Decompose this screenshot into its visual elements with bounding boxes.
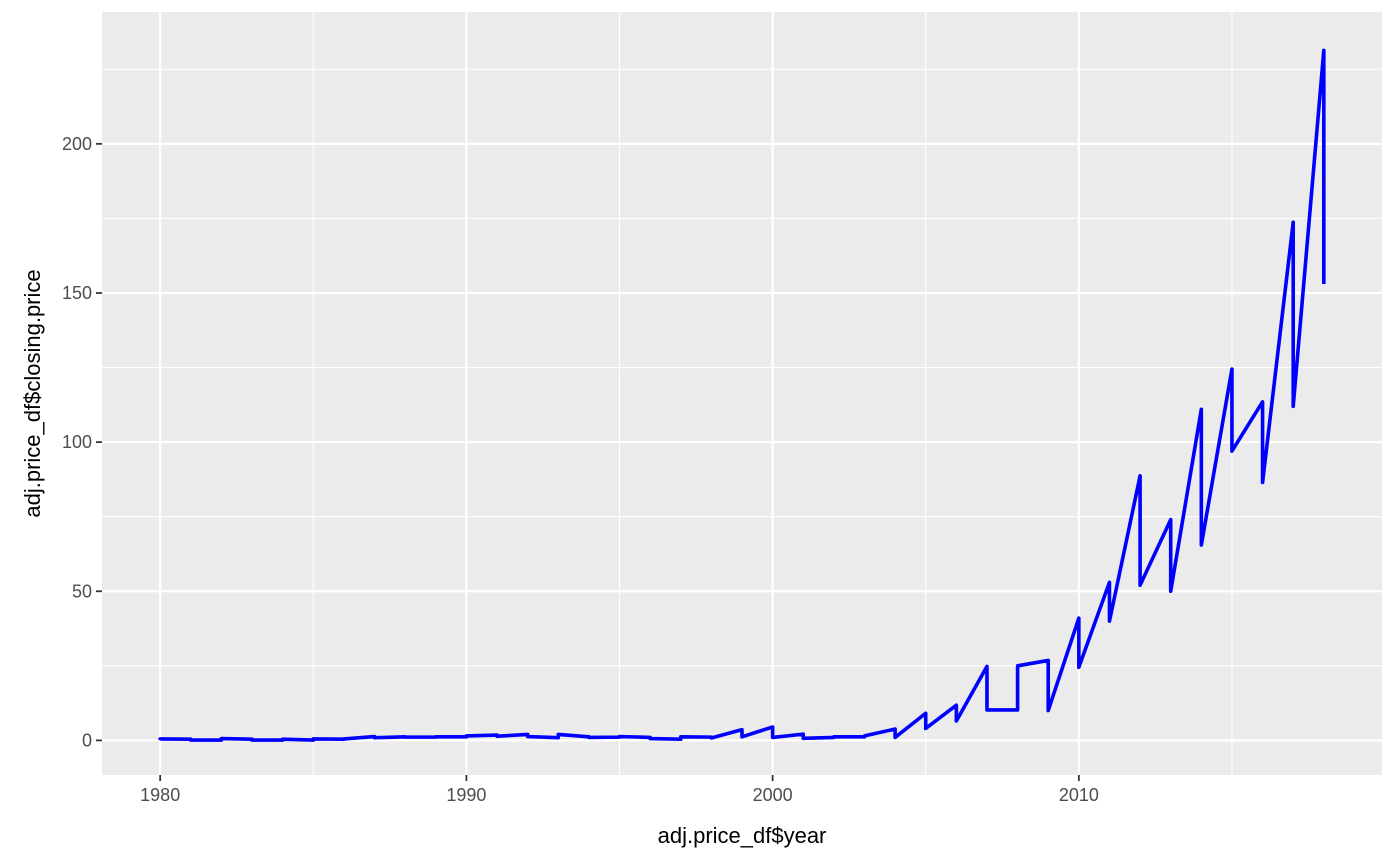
plot-panel [102,12,1382,775]
x-tick-label: 2000 [753,785,793,805]
x-tick-label: 2010 [1059,785,1099,805]
series-line [158,48,1326,742]
y-tick-label: 0 [82,730,92,750]
x-tick-label: 1980 [140,785,180,805]
x-axis-title: adj.price_df$year [658,823,827,848]
y-tick-label: 150 [62,283,92,303]
y-tick-label: 50 [72,581,92,601]
grid-minor [102,12,1382,775]
y-tick-label: 200 [62,134,92,154]
y-axis-title: adj.price_df$closing.price [20,269,45,517]
x-axis-ticks: 1980 1990 2000 2010 [140,775,1099,805]
y-tick-label: 100 [62,432,92,452]
y-axis-ticks: 0 50 100 150 200 [62,134,102,750]
x-tick-label: 1990 [446,785,486,805]
